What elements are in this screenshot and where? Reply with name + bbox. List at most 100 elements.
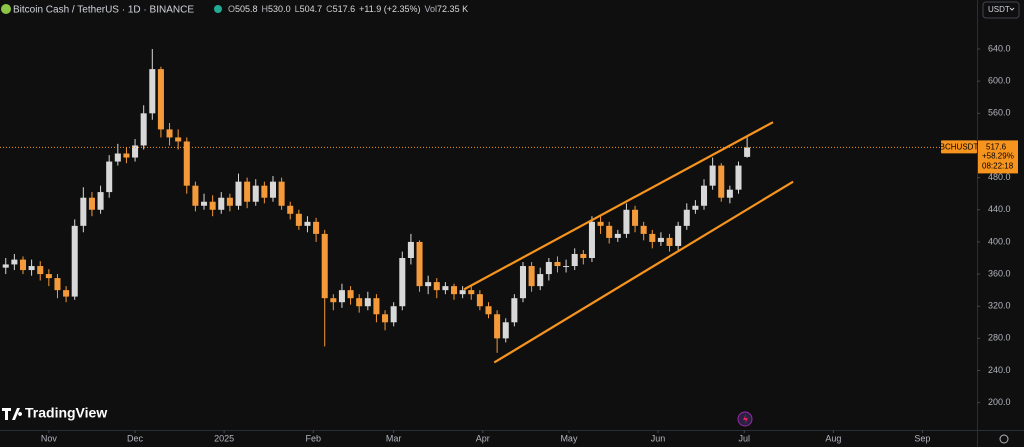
candle-body [373,298,380,315]
candle-body [554,262,561,267]
candle-body [347,290,354,299]
candle-body [407,241,414,258]
y-tick-label: 400.0 [988,236,1011,246]
chart-title: Bitcoin Cash / TetherUS · 1D · BINANCE [13,5,194,16]
y-tick-label: 440.0 [988,204,1011,214]
candle-body [304,221,311,226]
candle-body [114,153,121,162]
channel-line [463,121,774,291]
candle-body [295,213,302,226]
candle-body [442,286,449,291]
y-tick-label: 240.0 [988,365,1011,375]
dropdown-arrow [1009,7,1015,11]
candle-body [149,69,156,114]
candle-body [623,209,630,234]
candle-body [218,197,225,210]
candle-body [338,290,345,303]
candle-body [269,181,277,198]
candle-body [519,266,526,299]
price-tag-value: 517.6 [986,143,1007,152]
candle-body [330,298,337,303]
candle-body [666,237,673,246]
candle-body [37,266,44,275]
candle-body [166,129,173,138]
candle-body [140,113,147,146]
candle-body [718,165,725,198]
candle-body [709,165,716,186]
legend-value: 517.6 [333,4,356,14]
x-tick-label: Nov [41,433,58,443]
candle-body [97,192,104,210]
x-tick-label: Sep [914,433,930,443]
x-tick-label: Apr [476,433,490,443]
candle-body [476,294,483,307]
candle-body [511,298,518,323]
y-tick-label: 480.0 [988,172,1011,182]
candle-body [700,185,708,206]
symbol-tag [941,140,977,154]
y-tick-label: 320.0 [988,301,1011,311]
candle-body [382,314,389,323]
candle-body [692,205,699,210]
candle-body [597,221,604,226]
legend-key: C [326,4,333,14]
legend-key: O [228,4,235,14]
legend-value: 505.8 [235,4,258,14]
currency-button[interactable] [982,1,1020,19]
candle-body [580,253,587,258]
candle-body [157,69,164,130]
candle-body [606,225,613,238]
legend-value: 72.35 K [437,4,468,14]
y-tick-label: 360.0 [988,268,1011,278]
candle-body [235,181,242,206]
price-tag-countdown: 08:22:18 [982,162,1014,171]
x-tick-label: Mar [386,433,402,443]
y-tick-label: 280.0 [988,333,1011,343]
settings-button[interactable] [999,434,1009,444]
candle-body [201,201,208,206]
candle-body [451,286,458,295]
candle-body [537,274,544,287]
candle-body [614,233,621,238]
currency-label[interactable]: USDT [988,5,1010,14]
x-tick-label: Aug [825,433,841,443]
candle-body [433,282,440,291]
price-tag-change: +58.29% [982,152,1014,161]
candle-body [123,153,130,158]
logo [2,408,23,420]
candle-body [640,225,647,234]
candle-body [183,141,190,186]
candle-body [364,298,371,307]
candle-body [71,225,78,297]
candle-body [545,262,552,275]
candle-body [192,185,199,206]
candle-body [683,209,690,226]
candle-body [502,322,509,339]
candle-body [459,290,466,295]
candle-body [649,233,656,242]
candle-body [485,306,492,315]
symbol-tag-label: BCHUSDT [940,143,979,152]
candle-body [494,314,501,339]
candle-body [588,221,595,258]
candle-body [132,145,139,158]
market-status [214,5,222,13]
x-tick-label: Jul [738,433,750,443]
legend-key: L [295,4,300,14]
candle-body [726,189,733,198]
legend-value: 530.0 [268,4,291,14]
candle-body [11,259,18,265]
candle-body [356,298,363,307]
x-tick-label: Feb [305,433,321,443]
candle-body [390,306,397,323]
candle-body [571,253,578,267]
candle-body [2,264,9,268]
legend-key: H [262,4,269,14]
candle-body [287,205,294,214]
channel-line [493,180,794,364]
candle-body [28,266,35,271]
price-tag [978,140,1018,174]
